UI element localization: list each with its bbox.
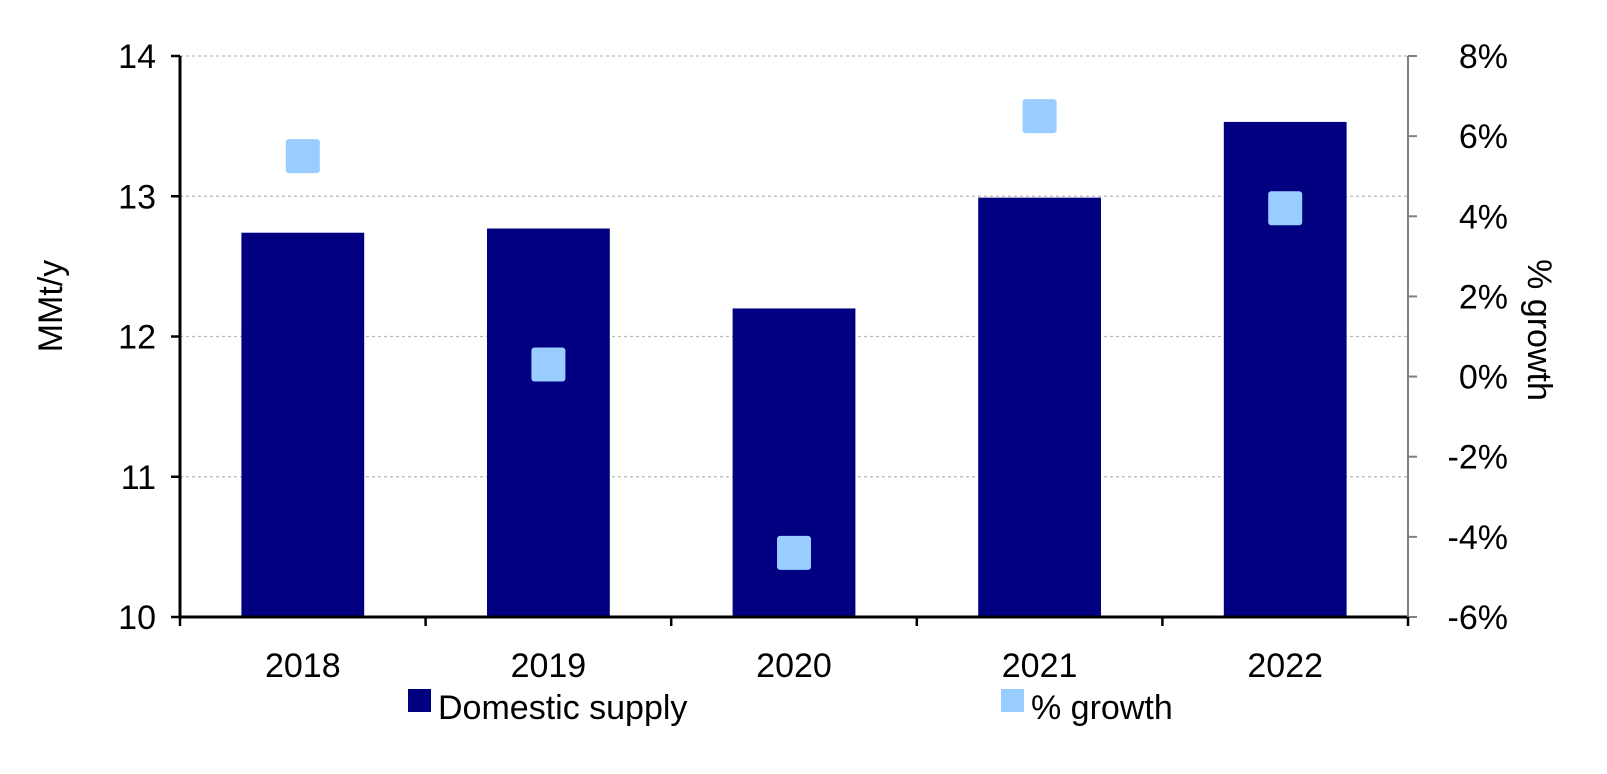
left-axis-title: MMt/y — [32, 260, 70, 353]
right-tick-label: -6% — [1448, 599, 1508, 637]
bar-2021 — [978, 197, 1101, 617]
growth-point-2020 — [777, 535, 811, 570]
legend-label-domestic-supply: Domestic supply — [438, 689, 687, 727]
right-tick-label: 2% — [1459, 278, 1508, 316]
right-tick-label: 4% — [1459, 198, 1508, 236]
bar-2020 — [732, 308, 856, 617]
left-tick-label: 13 — [118, 178, 156, 216]
x-tick-label: 2021 — [1002, 647, 1078, 685]
growth-markers — [285, 99, 1303, 570]
right-tick-label: 6% — [1459, 118, 1508, 156]
growth-point-2019 — [531, 347, 566, 382]
growth-point-2018 — [285, 139, 320, 174]
left-tick-label: 10 — [118, 599, 156, 637]
legend-swatch-growth — [1001, 689, 1024, 712]
legend-label-growth: % growth — [1031, 689, 1173, 727]
left-tick-label: 11 — [121, 459, 156, 497]
right-tick-label: -4% — [1448, 519, 1508, 557]
right-tick-label: -2% — [1448, 439, 1508, 477]
growth-point-2021 — [1022, 99, 1057, 134]
right-axis-ticks: -6% -4% -2% 0% 2% 4% 6% 8% — [1408, 38, 1508, 637]
right-axis-title: % growth — [1520, 259, 1558, 401]
legend: Domestic supply % growth — [408, 689, 1173, 727]
bar-2018 — [241, 232, 365, 617]
left-tick-label: 12 — [118, 319, 156, 357]
growth-point-2022 — [1268, 191, 1303, 226]
right-tick-label: 0% — [1459, 359, 1508, 397]
x-tick-label: 2019 — [511, 647, 587, 685]
left-tick-label: 14 — [118, 38, 156, 76]
left-axis-ticks: 10 11 12 13 14 — [118, 38, 180, 637]
legend-swatch-domestic-supply — [408, 689, 431, 712]
bar-2019 — [487, 228, 610, 617]
right-tick-label: 8% — [1459, 38, 1508, 76]
x-tick-label: 2020 — [756, 647, 832, 685]
x-axis-ticks: 2018 2019 2020 2021 2022 — [178, 617, 1410, 685]
bars — [241, 121, 1347, 617]
x-tick-label: 2018 — [265, 647, 341, 685]
x-tick-label: 2022 — [1247, 647, 1323, 685]
